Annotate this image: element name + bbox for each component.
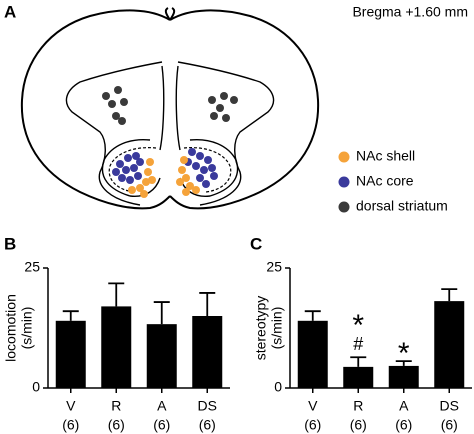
y-axis-label: (s/min): [269, 307, 285, 350]
legend-label: NAc core: [356, 173, 414, 189]
panel-label: B: [4, 234, 16, 253]
y-axis-label: (s/min): [19, 307, 35, 350]
legend: NAc shell NAc core dorsal striatum: [338, 148, 448, 214]
n-label: (6): [62, 417, 79, 433]
legend-label: dorsal striatum: [356, 198, 448, 214]
bar: [388, 365, 419, 388]
legend-marker: [338, 151, 350, 163]
n-label: (6): [395, 417, 412, 433]
x-tick-label: DS: [198, 398, 217, 414]
x-tick-label: A: [157, 398, 167, 414]
x-tick-label: R: [353, 398, 363, 414]
bar: [434, 301, 465, 388]
brain-diagram: [20, 7, 320, 210]
n-label: (6): [153, 417, 170, 433]
significance-marker: #: [353, 334, 363, 354]
legend-label: NAc shell: [356, 148, 415, 164]
n-label: (6): [304, 417, 321, 433]
x-tick-label: A: [399, 398, 409, 414]
legend-marker: [338, 201, 350, 213]
legend-marker: [338, 176, 350, 188]
bar: [192, 316, 223, 388]
panel-label: A: [4, 2, 16, 21]
y-axis-label: locomotion: [3, 294, 19, 362]
y-axis-label: stereotypy: [253, 296, 269, 361]
x-tick-label: V: [66, 398, 76, 414]
bar: [343, 366, 374, 388]
x-tick-label: V: [308, 398, 318, 414]
panel-label: C: [250, 234, 262, 253]
significance-marker: *: [398, 337, 410, 370]
y-tick-label: 0: [274, 379, 282, 395]
n-label: (6): [199, 417, 216, 433]
significance-marker: *: [352, 309, 364, 342]
bar: [101, 306, 132, 388]
bregma-label: Bregma +1.60 mm: [352, 4, 468, 20]
y-tick-label: 0: [32, 379, 40, 395]
n-label: (6): [108, 417, 125, 433]
bar: [297, 320, 328, 388]
n-label: (6): [350, 417, 367, 433]
n-label: (6): [441, 417, 458, 433]
x-tick-label: DS: [440, 398, 459, 414]
bar: [55, 320, 86, 388]
injection-sites: [102, 86, 238, 198]
bar: [146, 324, 177, 388]
x-tick-label: R: [111, 398, 121, 414]
y-tick-label: 25: [266, 259, 282, 275]
y-tick-label: 25: [24, 259, 40, 275]
